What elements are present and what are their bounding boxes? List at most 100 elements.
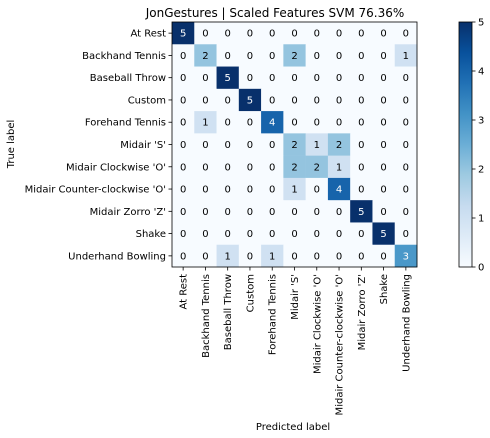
heatmap-cell (238, 133, 262, 156)
cell-value: 0 (180, 95, 186, 106)
heatmap-cell (305, 111, 329, 134)
heatmap-cell (350, 177, 373, 201)
heatmap-cell (372, 88, 396, 112)
heatmap-cell (283, 66, 306, 90)
heatmap-cell (305, 200, 329, 223)
heatmap-cell (261, 200, 284, 223)
cell-value: 0 (380, 29, 386, 40)
heatmap-cell (261, 66, 284, 90)
heatmap-cell (394, 222, 418, 246)
cell-value: 0 (380, 162, 386, 173)
heatmap-cell (238, 66, 262, 90)
cell-value: 0 (202, 29, 208, 40)
cell-value: 0 (291, 251, 297, 262)
colorbar (458, 21, 473, 268)
x-tick-label: Forehand Tennis (268, 274, 279, 355)
cell-value: 0 (380, 185, 386, 196)
cell-value: 0 (180, 73, 186, 84)
cell-value: 1 (403, 51, 409, 62)
cell-value: 0 (358, 51, 364, 62)
cell-value: 0 (247, 162, 253, 173)
heatmap-cell (216, 155, 240, 179)
cell-value: 0 (202, 162, 208, 173)
cell-value: 0 (403, 140, 409, 151)
heatmap-cell (394, 22, 418, 45)
heatmap-cell (394, 44, 418, 67)
cell-value: 0 (358, 162, 364, 173)
heatmap-cell (327, 66, 351, 90)
heatmap-cell (194, 222, 217, 246)
cell-value: 0 (269, 229, 275, 240)
heatmap-cell (305, 66, 329, 90)
heatmap-cell (172, 155, 195, 179)
cell-value: 0 (180, 251, 186, 262)
cell-value: 0 (247, 73, 253, 84)
heatmap-cell (394, 155, 418, 179)
cell-value: 0 (180, 185, 186, 196)
heatmap-cell (216, 44, 240, 67)
x-axis-label: Predicted label (256, 422, 330, 433)
heatmap-cell (194, 177, 217, 201)
y-tick-label: Midair Clockwise 'O' (66, 162, 166, 173)
cell-value: 0 (269, 207, 275, 218)
cell-value: 0 (336, 118, 342, 129)
cell-value: 0 (403, 162, 409, 173)
heatmap-cell (216, 200, 240, 223)
cell-value: 0 (291, 229, 297, 240)
cell-value: 0 (380, 95, 386, 106)
heatmap-cell (283, 244, 306, 268)
heatmap-cell (327, 155, 351, 179)
cell-value: 0 (269, 29, 275, 40)
heatmap-cell (372, 111, 396, 134)
heatmap-cell (327, 200, 351, 223)
heatmap-cell (372, 44, 396, 67)
heatmap-cell (238, 44, 262, 67)
cell-value: 0 (403, 95, 409, 106)
heatmap-cell (305, 22, 329, 45)
heatmap-cell (194, 155, 217, 179)
heatmap-cell (261, 155, 284, 179)
heatmap-cell (350, 22, 373, 45)
heatmap-cell (394, 66, 418, 90)
cell-value: 0 (314, 207, 320, 218)
cell-value: 5 (180, 29, 186, 40)
heatmap-cell (350, 88, 373, 112)
colorbar-tick-label: 1 (478, 214, 484, 225)
cell-value: 4 (269, 118, 275, 129)
cell-value: 0 (336, 95, 342, 106)
heatmap-cell (194, 111, 217, 134)
heatmap-cell (172, 200, 195, 223)
cell-value: 0 (336, 29, 342, 40)
cell-value: 0 (314, 251, 320, 262)
heatmap-cell (305, 244, 329, 268)
heatmap-cell (283, 222, 306, 246)
cell-value: 0 (202, 229, 208, 240)
y-tick-label: Backhand Tennis (82, 51, 166, 62)
heatmap-cell (327, 244, 351, 268)
heatmap-cell (216, 244, 240, 268)
heatmap-cell (305, 44, 329, 67)
cell-value: 0 (180, 118, 186, 129)
cell-value: 0 (224, 51, 230, 62)
cell-value: 0 (358, 140, 364, 151)
cell-value: 0 (291, 95, 297, 106)
heatmap-cell (327, 22, 351, 45)
colorbar-tick-label: 0 (478, 263, 484, 274)
heatmap-cell (261, 244, 284, 268)
cell-value: 0 (336, 229, 342, 240)
heatmap-cell (372, 200, 396, 223)
heatmap-cell (238, 88, 262, 112)
cell-value: 0 (358, 229, 364, 240)
heatmap-cell (194, 88, 217, 112)
y-tick-labels: At Rest Backhand Tennis Baseball Throw Cust… (25, 29, 172, 262)
y-tick-label: Underhand Bowling (68, 251, 166, 262)
cell-values: 5 0 0 0 0 0 0 0 0 0 0 0 2 0 0 0 2 0 0 0 0 1 0 0 5 0 0 0 0 0 0 0 0 0 0 0 5 0 0 0… (180, 29, 409, 263)
cell-value: 0 (358, 251, 364, 262)
heatmap-cell (172, 111, 195, 134)
cell-value: 1 (314, 140, 320, 151)
heatmap-cell (283, 155, 306, 179)
cell-value: 0 (380, 118, 386, 129)
cell-value: 0 (358, 29, 364, 40)
cell-value: 0 (403, 118, 409, 129)
heatmap-cell (172, 222, 195, 246)
